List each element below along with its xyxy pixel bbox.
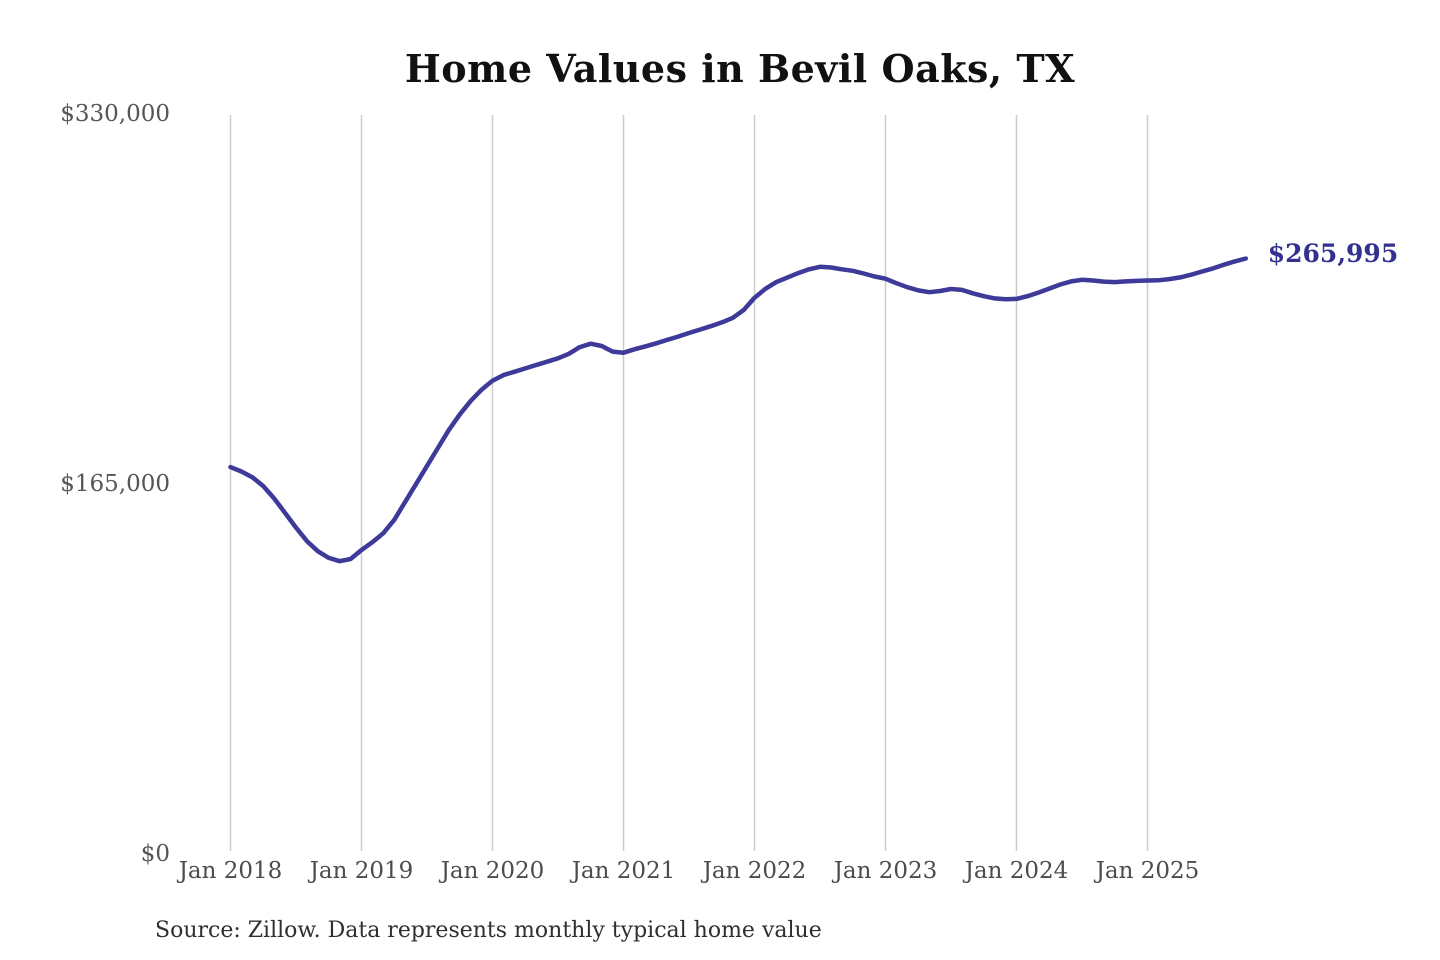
x-tick-label: Jan 2019 [309,858,414,884]
y-tick-label: $0 [140,841,170,867]
y-tick-label: $330,000 [60,101,170,127]
x-tick-label: Jan 2018 [178,858,283,884]
x-tick-label: Jan 2021 [571,858,676,884]
page-title: Home Values in Bevil Oaks, TX [404,46,1076,91]
home-value-line [228,256,1249,564]
x-tick-label: Jan 2022 [702,858,807,884]
source-note: Source: Zillow. Data represents monthly … [155,918,822,943]
y-tick-label: $165,000 [60,471,170,497]
x-tick-label: Jan 2025 [1095,858,1200,884]
x-tick-label: Jan 2024 [964,858,1069,884]
current-value-label: $265,995 [1267,238,1399,268]
x-tick-label: Jan 2020 [440,858,545,884]
x-tick-label: Jan 2023 [833,858,938,884]
